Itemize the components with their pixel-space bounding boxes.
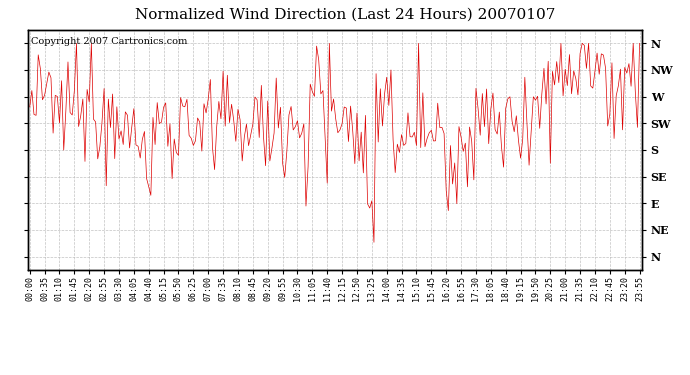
Text: Normalized Wind Direction (Last 24 Hours) 20070107: Normalized Wind Direction (Last 24 Hours… (135, 8, 555, 21)
Text: Copyright 2007 Cartronics.com: Copyright 2007 Cartronics.com (30, 37, 187, 46)
